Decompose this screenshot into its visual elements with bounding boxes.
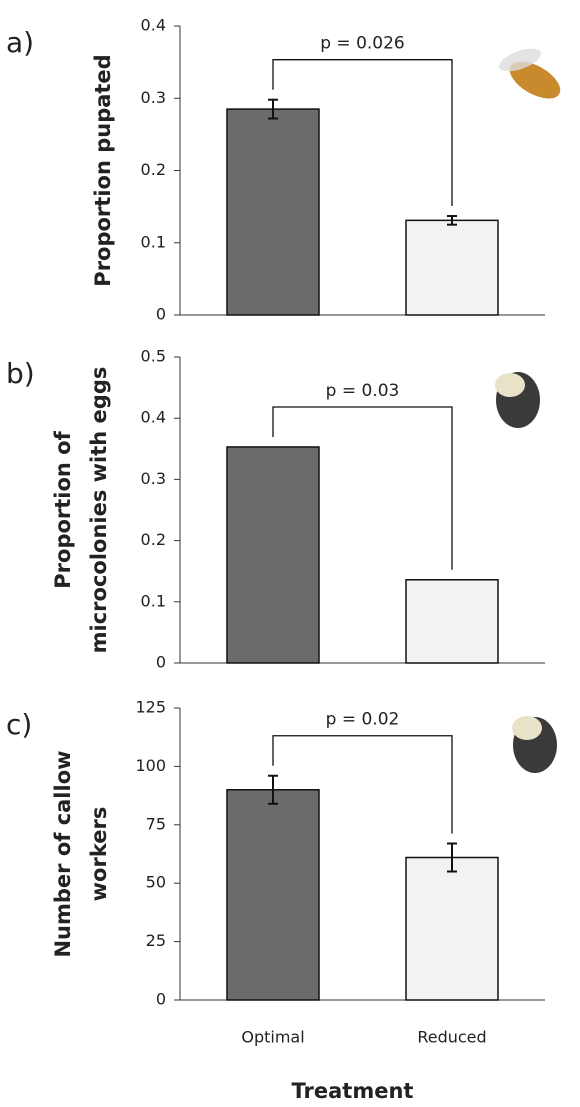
y-axis-label: microcolonies with eggs [87, 367, 111, 654]
panel-label: c) [6, 708, 32, 741]
significance-bracket [272, 735, 453, 834]
p-value: p = 0.03 [326, 381, 400, 401]
bar [405, 856, 499, 1001]
bee-icon [495, 48, 561, 773]
y-tick-label: 0.4 [141, 16, 166, 35]
y-tick-label: 0 [156, 305, 166, 324]
bar [226, 446, 320, 664]
y-axis-label: Proportion pupated [91, 54, 115, 286]
y-tick-label: 25 [146, 931, 166, 950]
y-tick-label: 0.3 [141, 88, 166, 107]
y-tick-label: 0 [156, 653, 166, 672]
y-tick-label: 0.1 [141, 591, 166, 610]
p-value: p = 0.026 [320, 34, 405, 54]
y-tick-label: 125 [135, 698, 166, 717]
bar [405, 219, 499, 316]
x-tick-label: Optimal [241, 1028, 304, 1047]
y-tick-label: 0.2 [141, 160, 166, 179]
y-tick-label: 0.2 [141, 530, 166, 549]
x-tick-label: Reduced [417, 1028, 486, 1047]
y-axis-label: Number of callow [51, 750, 75, 957]
y-axis-label: Proportion of [51, 430, 75, 588]
significance-bracket [272, 406, 453, 570]
panel-label: a) [6, 26, 34, 59]
y-tick-label: 75 [146, 814, 166, 833]
p-value: p = 0.02 [326, 710, 400, 730]
panel-label: b) [6, 357, 35, 390]
y-tick-label: 0.3 [141, 469, 166, 488]
y-tick-label: 0 [156, 990, 166, 1009]
y-tick-label: 0.5 [141, 347, 166, 366]
y-axis-label: workers [87, 807, 111, 902]
y-tick-label: 100 [135, 756, 166, 775]
y-tick-label: 50 [146, 873, 166, 892]
y-tick-label: 0.4 [141, 408, 166, 427]
significance-bracket [272, 59, 453, 207]
bar [405, 579, 499, 664]
y-tick-label: 0.1 [141, 232, 166, 251]
bar [226, 108, 320, 316]
x-axis-label: Treatment [292, 1079, 414, 1103]
bar [226, 789, 320, 1001]
